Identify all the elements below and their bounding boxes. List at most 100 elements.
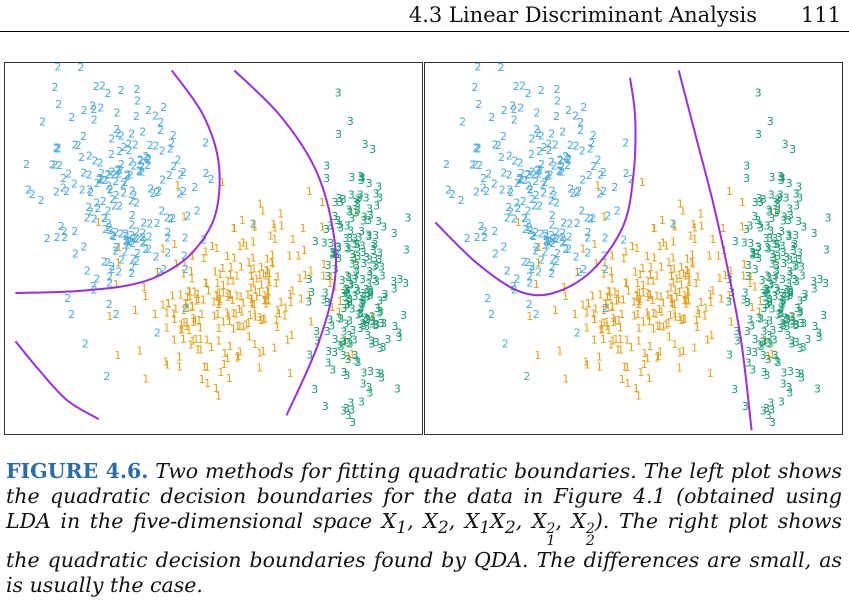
scatter-point-class-1: 1 [171,238,178,251]
scatter-point-class-1: 1 [185,324,192,337]
scatter-point-class-3: 3 [820,309,827,322]
scatter-point-class-3: 3 [792,229,799,242]
scatter-point-class-3: 3 [332,196,339,209]
scatter-point-class-1: 1 [606,285,613,298]
scatter-point-class-2: 2 [518,173,525,186]
scatter-point-class-3: 3 [783,283,790,296]
scatter-point-class-2: 2 [113,308,120,321]
scatter-point-class-2: 2 [54,142,61,155]
scatter-point-class-3: 3 [313,325,320,338]
decision-boundary-3 [14,340,100,421]
scatter-point-class-1: 1 [670,275,677,288]
scatter-point-class-3: 3 [752,196,759,209]
scatter-point-class-3: 3 [773,259,780,272]
scatter-point-class-3: 3 [741,237,748,250]
scatter-point-class-2: 2 [538,158,545,171]
scatter-point-class-2: 2 [102,223,109,236]
scatter-point-class-1: 1 [617,322,624,335]
scatter-point-class-1: 1 [289,285,296,298]
scatter-point-class-3: 3 [366,230,373,243]
scatter-point-class-3: 3 [757,312,764,325]
scatter-point-class-1: 1 [95,216,102,229]
scatter-point-class-2: 2 [91,114,98,127]
scatter-point-class-3: 3 [343,317,350,330]
scatter-point-class-1: 1 [220,315,227,328]
scatter-point-class-2: 2 [595,154,602,167]
scatter-point-class-3: 3 [769,302,776,315]
scatter-point-class-1: 1 [205,285,212,298]
scatter-point-class-1: 1 [682,270,689,283]
scatter-point-class-2: 2 [87,186,94,199]
scatter-point-class-3: 3 [755,86,762,99]
scatter-point-class-3: 3 [335,312,342,325]
scatter-point-class-1: 1 [641,347,648,360]
scatter-point-class-3: 3 [759,335,766,348]
scatter-point-class-2: 2 [559,166,566,179]
scatter-point-class-1: 1 [526,310,533,323]
scatter-point-class-3: 3 [329,248,336,261]
scatter-point-class-2: 2 [160,263,167,276]
scatter-point-class-2: 2 [96,172,103,185]
scatter-point-class-3: 3 [314,335,321,348]
scatter-point-class-1: 1 [635,335,642,348]
scatter-point-class-2: 2 [557,165,564,178]
scatter-point-class-3: 3 [823,243,830,256]
scatter-point-class-1: 1 [251,298,258,311]
scatter-point-class-2: 2 [562,243,569,256]
scatter-point-class-2: 2 [109,260,116,273]
scatter-point-class-1: 1 [671,219,678,232]
scatter-point-class-1: 1 [189,334,196,347]
scatter-point-class-1: 1 [164,359,171,372]
scatter-point-class-2: 2 [579,145,586,158]
scatter-point-class-2: 2 [553,110,560,123]
scatter-point-class-1: 1 [247,282,254,295]
scatter-point-class-1: 1 [688,256,695,269]
scatter-point-class-2: 2 [118,129,125,142]
scatter-point-class-1: 1 [697,208,704,221]
scatter-point-class-1: 1 [562,290,569,303]
scatter-point-class-2: 2 [80,130,87,143]
scatter-point-class-1: 1 [219,262,226,275]
scatter-point-class-1: 1 [657,290,664,303]
scatter-point-class-1: 1 [600,304,607,317]
scatter-point-class-1: 1 [621,361,628,374]
scatter-point-class-1: 1 [204,377,211,390]
scatter-point-class-3: 3 [784,312,791,325]
scatter-point-class-2: 2 [139,236,146,249]
scatter-point-class-3: 3 [327,237,334,250]
scatter-point-class-1: 1 [253,290,260,303]
scatter-point-class-3: 3 [773,206,780,219]
scatter-point-class-2: 2 [164,211,171,224]
scatter-point-class-2: 2 [520,195,527,208]
scatter-point-class-1: 1 [165,298,172,311]
scatter-point-class-2: 2 [551,189,558,202]
scatter-point-class-3: 3 [396,331,403,344]
scatter-point-class-3: 3 [780,377,787,390]
scatter-point-class-2: 2 [558,160,565,173]
scatter-point-class-1: 1 [230,307,237,320]
figure-label: FIGURE 4.6. [6,459,149,483]
scatter-point-class-1: 1 [609,301,616,314]
scatter-point-class-1: 1 [169,290,176,303]
scatter-point-class-2: 2 [588,137,595,150]
scatter-point-class-1: 1 [216,287,223,300]
scatter-point-class-3: 3 [359,240,366,253]
scatter-point-class-2: 2 [464,232,471,245]
scatter-point-class-2: 2 [147,183,154,196]
scatter-point-class-2: 2 [534,165,541,178]
scatter-point-class-3: 3 [791,273,798,286]
scatter-point-class-2: 2 [563,151,570,164]
scatter-point-class-1: 1 [256,311,263,324]
scatter-point-class-2: 2 [509,100,516,113]
scatter-point-class-1: 1 [264,253,271,266]
scatter-point-class-3: 3 [767,396,774,409]
scatter-point-class-3: 3 [378,371,385,384]
scatter-point-class-1: 1 [172,303,179,316]
scatter-point-class-1: 1 [189,301,196,314]
scatter-point-class-3: 3 [371,252,378,265]
scatter-point-class-1: 1 [235,350,242,363]
scatter-point-class-1: 1 [160,243,167,256]
scatter-point-class-3: 3 [726,349,733,362]
scatter-point-class-2: 2 [473,185,480,198]
scatter-point-class-2: 2 [121,176,128,189]
